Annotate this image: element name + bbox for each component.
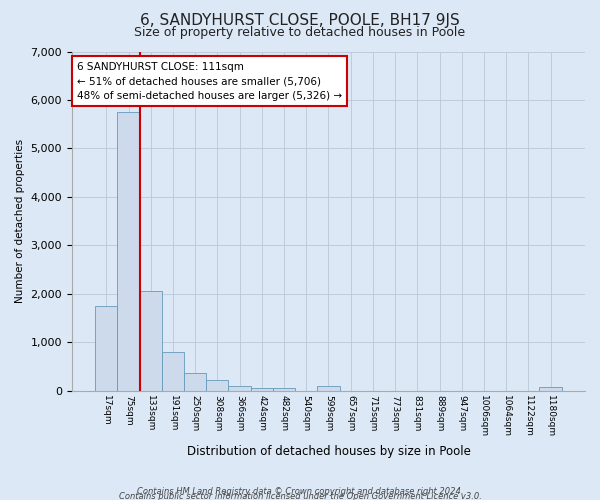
Bar [251, 388, 273, 390]
Bar [95, 306, 118, 390]
Bar [229, 386, 251, 390]
Text: 6 SANDYHURST CLOSE: 111sqm
← 51% of detached houses are smaller (5,706)
48% of s: 6 SANDYHURST CLOSE: 111sqm ← 51% of deta… [77, 62, 342, 102]
Y-axis label: Number of detached properties: Number of detached properties [15, 139, 25, 303]
Bar [317, 386, 340, 390]
X-axis label: Distribution of detached houses by size in Poole: Distribution of detached houses by size … [187, 444, 470, 458]
Bar [184, 372, 206, 390]
Bar [162, 352, 184, 391]
Text: 6, SANDYHURST CLOSE, POOLE, BH17 9JS: 6, SANDYHURST CLOSE, POOLE, BH17 9JS [140, 12, 460, 28]
Bar [273, 388, 295, 390]
Text: Contains public sector information licensed under the Open Government Licence v3: Contains public sector information licen… [119, 492, 481, 500]
Text: Contains HM Land Registry data © Crown copyright and database right 2024.: Contains HM Land Registry data © Crown c… [137, 486, 463, 496]
Bar [118, 112, 140, 390]
Bar [539, 388, 562, 390]
Text: Size of property relative to detached houses in Poole: Size of property relative to detached ho… [134, 26, 466, 39]
Bar [206, 380, 229, 390]
Bar [140, 292, 162, 390]
